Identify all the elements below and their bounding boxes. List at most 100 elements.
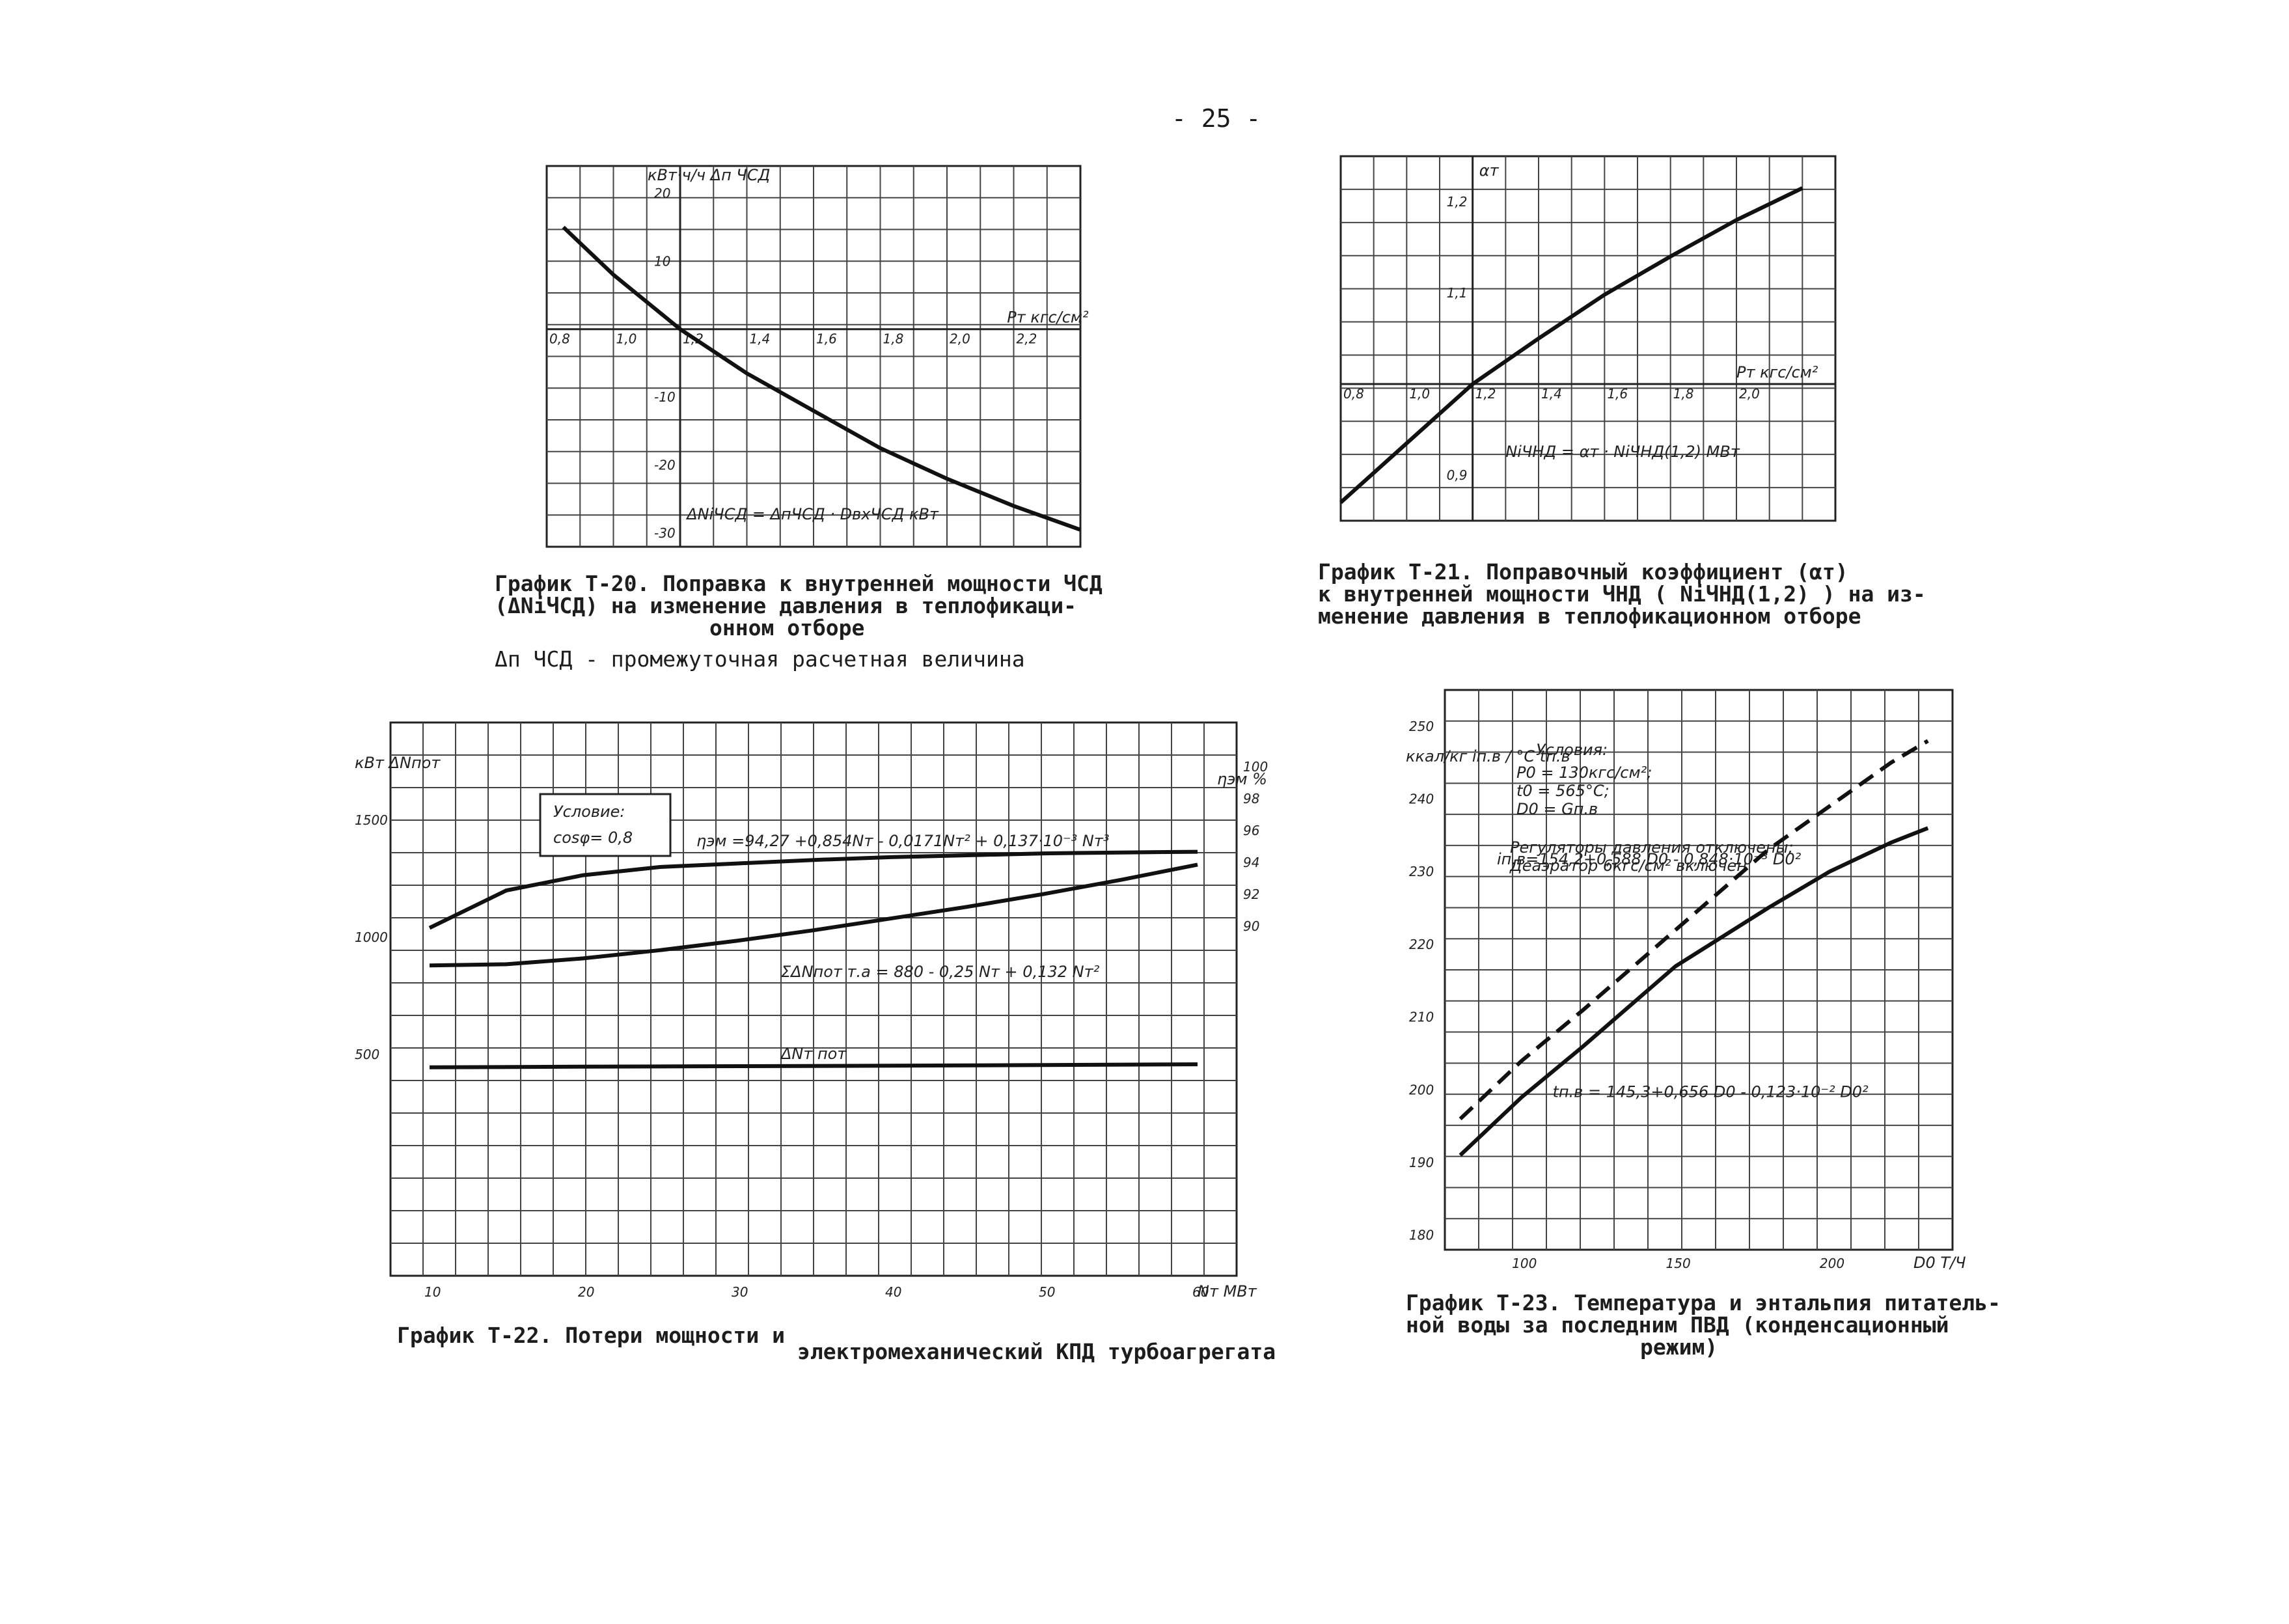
t23-xlabel: D0 Т/Ч: [1913, 1254, 1966, 1272]
t20-annotation: ΔNiЧСД = ΔпЧСД · DвхЧСД кВт: [685, 505, 939, 523]
chart-t23-svg: 100 150 200 250 240 230 220 210 200 190 180 ккал/кг…: [1406, 689, 1966, 1272]
t20-xtick: 1,4: [750, 331, 771, 347]
caption-t23-line1: График Т-23. Температура и энтальпия пит…: [1406, 1290, 2001, 1315]
t21-ytick: 1,1: [1447, 285, 1468, 301]
t20-ytick: -10: [654, 389, 676, 405]
caption-t20-line2: (ΔNiЧСД) на изменение давления в теплофи…: [495, 593, 1077, 618]
caption-t20: График Т-20. Поправка к внутренней мощно…: [495, 573, 1103, 670]
caption-t22-b: электромеханический КПД турбоагрегата: [797, 1341, 1276, 1363]
t21-ytick: 0,9: [1447, 467, 1468, 483]
t23-condition: P0 = 130кгс/см²;: [1516, 764, 1652, 782]
t22-formula-sum: ΣΔNпот т.а = 880 - 0,25 Nт + 0,132 Nт²: [781, 963, 1100, 981]
t22-y2label: ηэм %: [1217, 770, 1267, 788]
t23-formula-t: tп.в = 145,3+0,656 D0 - 0,123·10⁻² D0²: [1552, 1082, 1869, 1101]
t23-ylabel: ккал/кг iп.в / °С tп.в: [1406, 747, 1570, 765]
t23-note: Регуляторы давления отключены;: [1510, 838, 1794, 857]
t22-y2tick: 98: [1243, 791, 1259, 806]
t23-ytick: 240: [1409, 791, 1434, 807]
caption-t21-line1: График Т-21. Поправочный коэффициент (αт…: [1318, 559, 1848, 585]
t23-ytick: 250: [1409, 719, 1434, 734]
caption-t23-line3: режим): [1640, 1334, 1718, 1360]
caption-t22: График Т-22. Потери мощности и: [397, 1325, 785, 1347]
t20-xlabel: Pт кгс/см²: [1007, 309, 1089, 327]
t22-formula-dn: ΔNт пот: [780, 1045, 847, 1063]
t20-xtick: 1,6: [816, 331, 837, 347]
t20-ytick: -20: [654, 458, 676, 473]
t23-xtick: 200: [1820, 1256, 1844, 1271]
t22-curve-2: [429, 1062, 1198, 1069]
chart-t20: 0,8 1,0 1,2 1,4 1,6 1,8 2,0 2,2 20 10 -10 -20 -30 кВт…: [521, 165, 1106, 559]
chart-t21: 0,8 1,0 1,2 1,4 1,6 1,8 2,0 1,2 1,1 0,9 αт Pт кгс/с…: [1328, 155, 1913, 536]
t21-xlabel: Pт кгс/см²: [1736, 363, 1818, 381]
t23-condition: D0 = Gп.в: [1516, 800, 1598, 818]
t22-condition-title: Условие:: [553, 803, 625, 821]
t21-xtick: 1,6: [1607, 386, 1628, 402]
page-number: - 25 -: [1172, 104, 1261, 133]
t20-xtick: 2,2: [1017, 331, 1037, 347]
t23-curve-1: [1459, 826, 1929, 1157]
t21-xtick: 1,8: [1673, 386, 1694, 402]
t22-xtick: 20: [578, 1284, 594, 1300]
chart-t20-svg: 0,8 1,0 1,2 1,4 1,6 1,8 2,0 2,22010-10-20-30кВт…: [545, 165, 1089, 548]
caption-t21-line2: к внутренней мощности ЧНД ( NiЧНД(1,2) )…: [1318, 581, 1926, 607]
caption-t20-line4: Δп ЧСД - промежуточная расчетная величин…: [495, 646, 1025, 672]
t23-xtick: 150: [1666, 1256, 1691, 1271]
caption-t21: График Т-21. Поправочный коэффициент (αт…: [1318, 561, 1926, 627]
t21-xtick: 2,0: [1739, 386, 1760, 402]
t22-xlabel: Nт МВт: [1198, 1282, 1257, 1301]
t22-curve-1: [429, 862, 1198, 968]
t21-xtick: 1,2: [1475, 386, 1496, 402]
caption-t21-line3: менение давления в теплофикационном отбо…: [1318, 603, 1861, 629]
t22-condition-box: [539, 793, 672, 857]
t22-xtick: 10: [424, 1284, 441, 1300]
t22-y2tick: 96: [1243, 823, 1259, 838]
t23-ytick: 230: [1409, 864, 1434, 879]
t20-xtick: 1,0: [616, 331, 637, 347]
t23-ytick: 180: [1409, 1228, 1434, 1243]
t23-ytick: 200: [1409, 1082, 1434, 1097]
t23-ytick: 220: [1409, 937, 1434, 952]
t20-ytick: -30: [654, 525, 676, 541]
t21-annotation: NiЧНД = αт · NiЧНД(1,2) МВт: [1505, 443, 1740, 461]
caption-t22-line2: электромеханический КПД турбоагрегата: [797, 1339, 1276, 1364]
t23-xtick: 100: [1512, 1256, 1537, 1271]
t23-condition-title: Условия:: [1536, 741, 1608, 759]
t22-xtick: 40: [885, 1284, 901, 1300]
t21-curve: [1339, 186, 1803, 504]
t23-ytick: 210: [1409, 1010, 1434, 1025]
t22-xtick: 30: [732, 1284, 748, 1300]
t23-condition: t0 = 565°С;: [1516, 782, 1610, 800]
chart-t21-svg: 0,8 1,0 1,2 1,4 1,6 1,8 2,0 1,2 1,1 0,9 αт Pт кгс/с…: [1339, 155, 1837, 522]
t23-formula-i: iп.в=154,2+0,588 D0 - 0,848·10⁻³ D0²: [1497, 850, 1802, 868]
t20-ytick: 20: [654, 186, 670, 201]
t23-note: Деаэратор 6кгс/см² включен: [1509, 857, 1747, 875]
t21-xtick: 0,8: [1343, 386, 1364, 402]
t20-xtick: 0,8: [549, 331, 570, 347]
t20-curve: [562, 225, 1082, 532]
t23-ytick: 190: [1409, 1155, 1434, 1170]
t22-xtick: 60: [1192, 1284, 1209, 1300]
t20-xtick: 1,8: [883, 331, 904, 347]
chart-t23: 100 150 200 250 240 230 220 210 200 190 180 ккал/кг…: [1399, 689, 1985, 1291]
caption-t22-line1: График Т-22. Потери мощности и: [397, 1323, 786, 1348]
caption-t23-line2: ной воды за последним ПВД (конденсационн…: [1406, 1312, 1949, 1338]
t21-xtick: 1,4: [1541, 386, 1562, 402]
chart-t22: 10 20 30 40 50 60 1500 1000 500 100 98 96 94 92 90 кВт …: [355, 721, 1302, 1324]
chart-t22-svg: 10 20 30 40 50 60 1500 1000 500 100 98 96 94 92 90 кВт …: [355, 721, 1268, 1301]
t22-y2tick: 94: [1243, 855, 1259, 870]
t21-frame: [1339, 155, 1837, 522]
t23-curve-0: [1459, 739, 1929, 1121]
t22-ylabel: кВт ΔNпот: [355, 754, 441, 772]
caption-t20-line1: График Т-20. Поправка к внутренней мощно…: [495, 571, 1103, 596]
caption-t23: График Т-23. Температура и энтальпия пит…: [1406, 1292, 2001, 1358]
t20-ytick: 10: [654, 253, 670, 269]
t22-condition: cosφ= 0,8: [553, 829, 633, 847]
t22-y2tick: 100: [1243, 759, 1268, 775]
t20-ylabel: кВт·ч/ч Δп ЧСД: [648, 166, 770, 184]
t20-xtick: 2,0: [950, 331, 970, 347]
t21-ylabel: αт: [1479, 161, 1500, 180]
t22-xtick: 50: [1039, 1284, 1055, 1300]
t22-y2tick: 90: [1243, 918, 1259, 934]
t22-curve-0: [428, 849, 1198, 930]
t22-formula-eta: ηэм =94,27 +0,854Nт - 0,0171Nт² + 0,137·…: [696, 832, 1109, 850]
